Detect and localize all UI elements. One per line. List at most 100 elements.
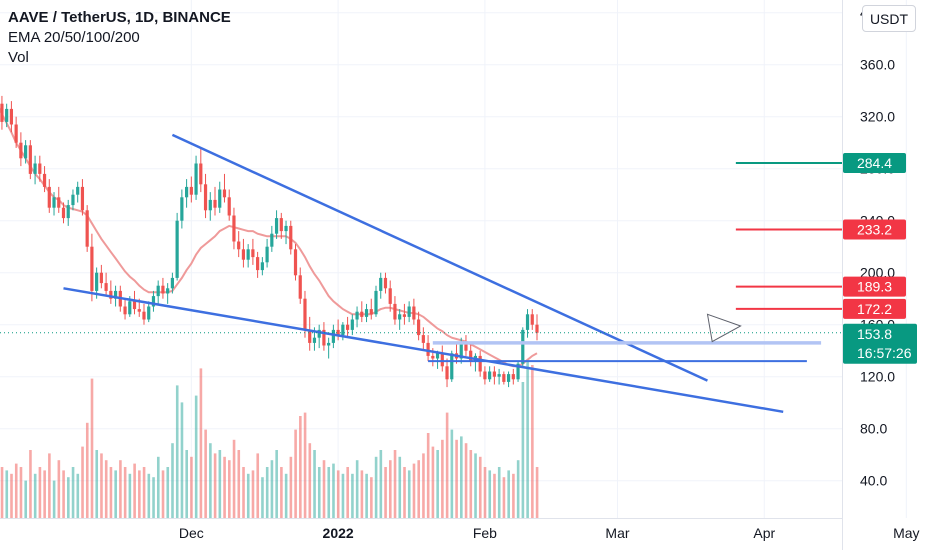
candle-body (199, 163, 203, 185)
candle-body (426, 342, 430, 356)
symbol-title[interactable]: AAVE / TetherUS, 1D, BINANCE (8, 9, 231, 26)
candle (525, 309, 530, 338)
candle-body (369, 309, 373, 315)
candle (350, 314, 354, 336)
volume-bar (128, 473, 132, 518)
candle (388, 280, 392, 312)
price-level-badge-text: 172.2 (857, 301, 892, 317)
candle (175, 212, 179, 281)
countdown-text: 16:57:26 (857, 345, 912, 361)
candle (535, 314, 539, 341)
candle-body (289, 225, 293, 250)
volume-bar (512, 473, 515, 518)
volume-bar (81, 446, 84, 518)
candle-body (521, 329, 525, 364)
candle (270, 225, 274, 252)
candle-body (66, 205, 70, 219)
candle-body (99, 272, 103, 284)
candle-body (506, 374, 511, 382)
candle-body (450, 353, 454, 380)
volume-bar (299, 416, 302, 518)
trendline (63, 287, 784, 414)
candle (398, 309, 402, 330)
x-tick-label: Feb (473, 525, 497, 541)
candle-body (336, 329, 340, 336)
volume-bar (114, 470, 117, 518)
y-tick-label: 320.0 (860, 109, 895, 125)
volume-bar (85, 422, 89, 518)
candle (469, 342, 473, 367)
candle-body (298, 275, 302, 299)
price-level-badge (843, 298, 906, 319)
volume-indicator-label[interactable]: Vol (8, 49, 29, 66)
volume-bar (0, 467, 4, 518)
candle-body (284, 225, 288, 232)
candle-body (52, 197, 56, 208)
volume-bar (185, 450, 188, 518)
trendline (171, 133, 708, 382)
candle-body (398, 314, 402, 320)
candle-body (113, 290, 118, 299)
candle-body (9, 108, 14, 125)
volume-bar (460, 436, 463, 518)
candle-body (128, 301, 132, 315)
volume-bar (384, 467, 387, 518)
volume-bar (95, 450, 99, 518)
volume-bar (156, 456, 160, 518)
candle-body (341, 324, 345, 336)
candle-body (189, 186, 193, 195)
candle-body (388, 288, 392, 304)
candle (57, 186, 61, 213)
candle (232, 207, 236, 250)
candle-body (440, 353, 444, 367)
volume-bar (289, 456, 293, 518)
candle-body (24, 145, 28, 159)
volume-bar (48, 453, 51, 518)
candle-body (203, 184, 208, 211)
candle (123, 298, 127, 320)
candle (208, 192, 212, 221)
candle-body (317, 329, 321, 338)
volume-bar (280, 467, 283, 518)
ema-indicator-label[interactable]: EMA 20/50/100/200 (8, 29, 140, 46)
candle-body (42, 173, 47, 187)
candle-body (123, 306, 127, 315)
price-level-badge (843, 219, 906, 240)
x-tick-label: May (893, 525, 919, 541)
candle (364, 303, 369, 323)
volume-bar (166, 467, 170, 518)
candle (19, 132, 23, 167)
volume-bar (161, 470, 165, 518)
candle-body (14, 124, 18, 143)
volume-bar (389, 460, 392, 518)
candle (237, 231, 241, 258)
candle-body (445, 366, 449, 380)
candle (246, 244, 250, 268)
candle (511, 368, 515, 385)
candle (189, 176, 193, 203)
volume-bar (360, 470, 364, 518)
candle (241, 238, 246, 268)
current-price-badge (843, 323, 917, 364)
volume-bar (469, 450, 473, 518)
candle-body (170, 277, 174, 289)
candle-body (218, 189, 222, 208)
currency-button[interactable]: USDT (862, 5, 916, 32)
volume-bar (502, 477, 506, 518)
volume-bar (535, 467, 539, 518)
candle-body (464, 342, 468, 351)
candle-body (383, 277, 388, 289)
candle (33, 155, 37, 185)
candle-body (511, 374, 515, 380)
candle (5, 103, 9, 128)
volume-bar (261, 477, 264, 518)
candle (170, 272, 174, 294)
volume-bar (455, 439, 458, 518)
volume-bar (228, 460, 231, 518)
candle-body (19, 142, 23, 159)
candle-body (502, 374, 506, 382)
volume-bar (322, 460, 326, 518)
candle-body (417, 319, 421, 336)
